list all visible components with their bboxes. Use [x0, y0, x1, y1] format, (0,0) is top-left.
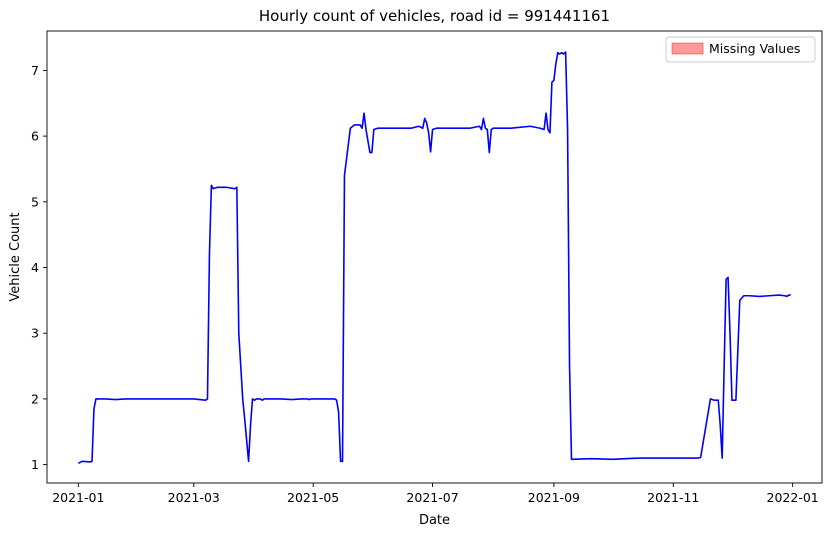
x-axis-ticks: 2021-01 2021-03 2021-05 2021-07 2021-09 2021-… — [52, 483, 819, 505]
y-tick-label: 5 — [31, 194, 39, 209]
x-tick-label: 2022-01 — [767, 490, 819, 505]
y-axis-ticks: 1 2 3 4 5 6 7 — [31, 63, 47, 472]
legend: Missing Values — [665, 36, 816, 63]
x-tick-label: 2021-11 — [647, 490, 699, 505]
y-tick-label: 6 — [31, 129, 39, 144]
y-tick-label: 7 — [31, 63, 39, 78]
y-tick-label: 2 — [31, 391, 39, 406]
x-tick-label: 2021-05 — [287, 490, 339, 505]
y-axis-title: Vehicle Count — [8, 212, 23, 301]
x-tick-label: 2021-07 — [406, 490, 458, 505]
legend-label-missing-values: Missing Values — [709, 41, 800, 56]
y-tick-label: 1 — [31, 457, 39, 472]
plot-frame — [46, 30, 823, 484]
x-tick-label: 2021-01 — [52, 490, 104, 505]
legend-swatch-missing-values — [671, 42, 704, 55]
y-tick-label: 4 — [31, 260, 39, 275]
series-line — [77, 51, 791, 465]
y-tick-label: 3 — [31, 326, 39, 341]
x-tick-label: 2021-09 — [528, 490, 580, 505]
chart-title: Hourly count of vehicles, road id = 9914… — [259, 7, 610, 25]
x-axis-title: Date — [419, 513, 450, 528]
x-tick-label: 2021-03 — [168, 490, 220, 505]
